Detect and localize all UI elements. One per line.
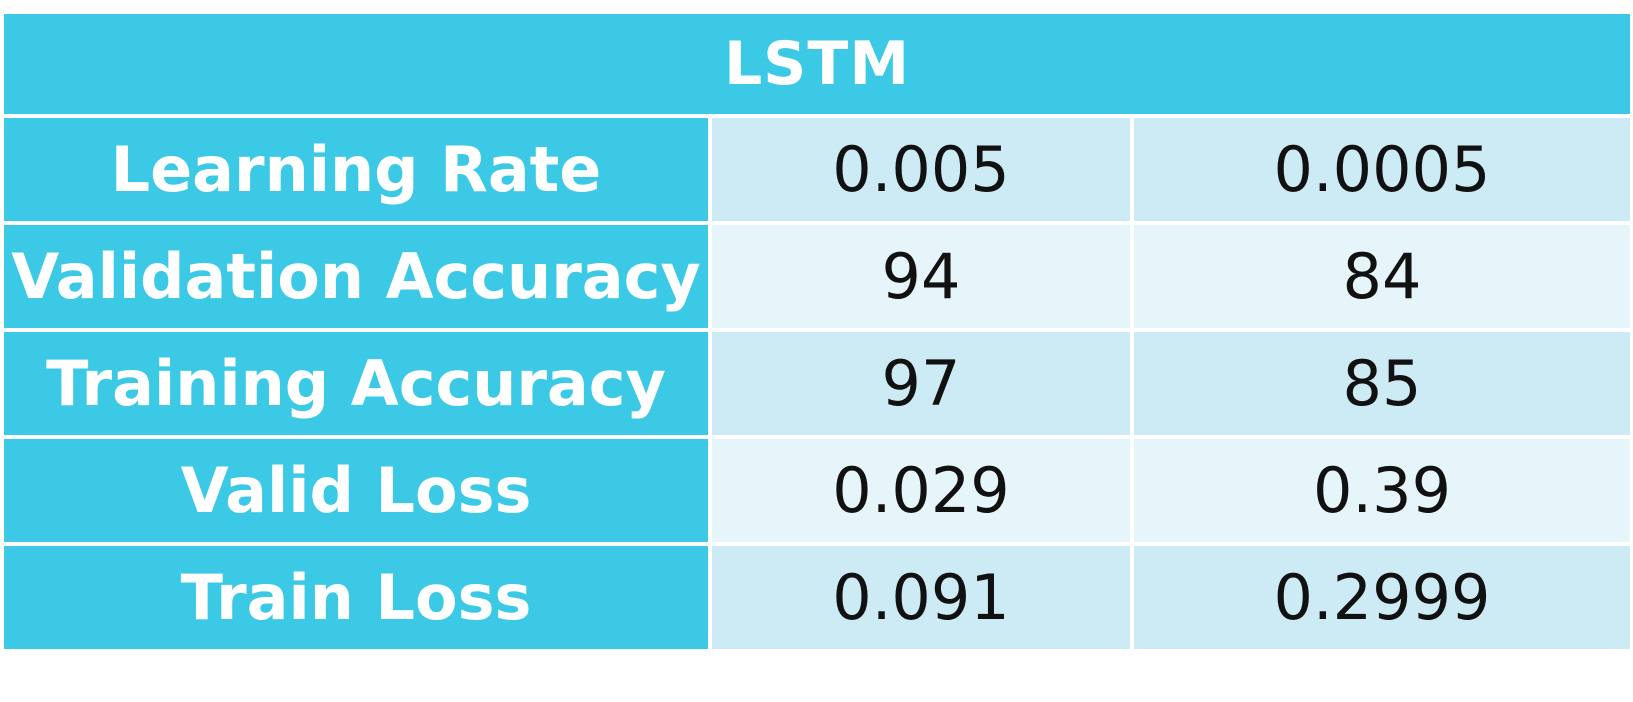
table-cell: 84 <box>1129 221 1633 332</box>
results-table-container: LSTM Learning Rate 0.005 0.0005 Validati… <box>0 10 1633 653</box>
table-cell: 0.39 <box>1129 435 1633 546</box>
table-cell: 0.0005 <box>1129 114 1633 225</box>
table-row-train-loss: Train Loss 0.091 0.2999 <box>0 542 1633 653</box>
table-cell: 85 <box>1129 328 1633 439</box>
table-row-training-accuracy: Training Accuracy 97 85 <box>0 328 1633 439</box>
table-row-learning-rate: Learning Rate 0.005 0.0005 <box>0 114 1633 225</box>
row-label: Learning Rate <box>0 114 712 225</box>
table-cell: 94 <box>708 221 1134 332</box>
lstm-results-table: LSTM Learning Rate 0.005 0.0005 Validati… <box>0 10 1633 653</box>
table-cell: 97 <box>708 328 1134 439</box>
table-row-valid-loss: Valid Loss 0.029 0.39 <box>0 435 1633 546</box>
table-title: LSTM <box>0 10 1633 118</box>
row-label: Train Loss <box>0 542 712 653</box>
table-cell: 0.2999 <box>1129 542 1633 653</box>
table-cell: 0.005 <box>708 114 1134 225</box>
table-row-validation-accuracy: Validation Accuracy 94 84 <box>0 221 1633 332</box>
table-title-row: LSTM <box>0 10 1633 118</box>
table-cell: 0.091 <box>708 542 1134 653</box>
table-cell: 0.029 <box>708 435 1134 546</box>
row-label: Valid Loss <box>0 435 712 546</box>
row-label: Training Accuracy <box>0 328 712 439</box>
row-label: Validation Accuracy <box>0 221 712 332</box>
